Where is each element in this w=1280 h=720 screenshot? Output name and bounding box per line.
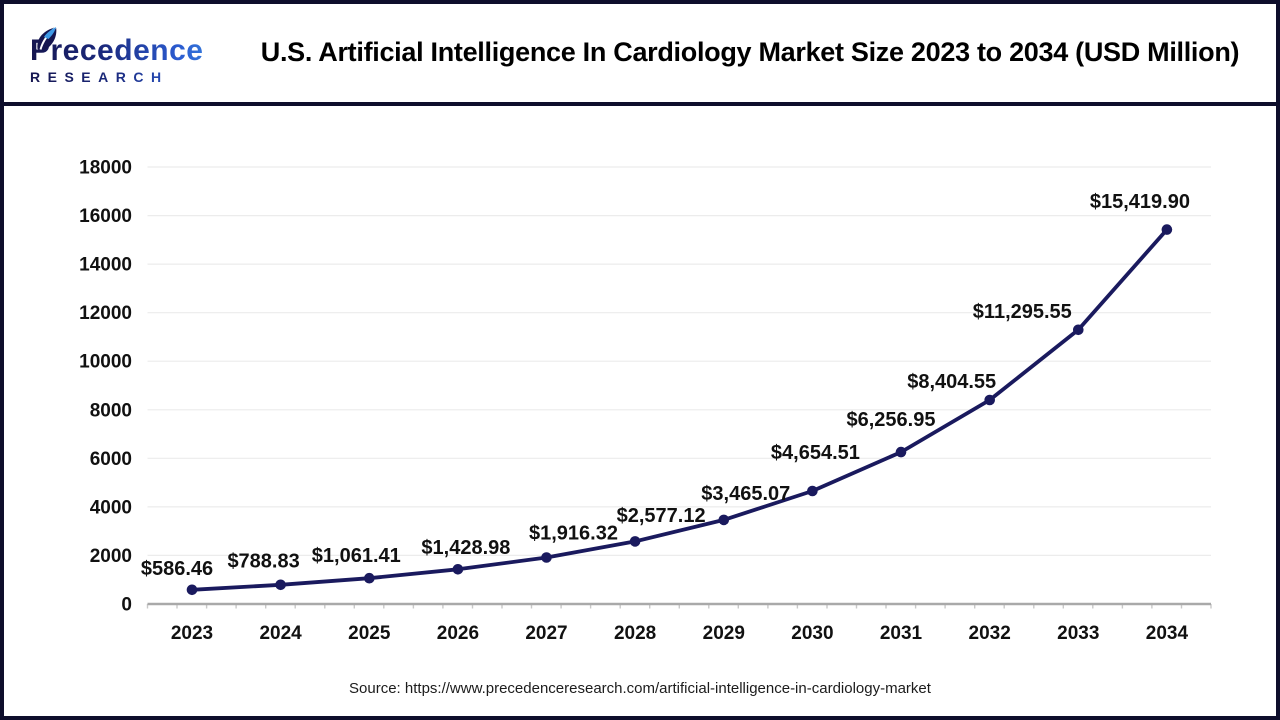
data-point: [275, 579, 286, 591]
data-point: [629, 536, 641, 547]
data-point: [807, 485, 818, 497]
x-axis-label: 2033: [1057, 623, 1099, 644]
data-label: $2,577.12: [617, 505, 706, 527]
header: Precedence RESEARCH U.S. Artificial Inte…: [4, 4, 1276, 106]
x-axis-label: 2028: [614, 623, 656, 644]
x-axis-label: 2030: [791, 623, 833, 644]
y-axis-label: 18000: [79, 158, 132, 179]
x-axis-label: 2023: [171, 623, 213, 644]
data-point: [186, 584, 198, 596]
data-point: [364, 572, 375, 584]
data-label: $3,465.07: [701, 483, 790, 505]
y-axis-label: 14000: [79, 255, 132, 276]
data-label: $15,419.90: [1090, 191, 1190, 213]
data-label: $1,428.98: [421, 537, 510, 559]
y-axis-label: 12000: [79, 303, 132, 324]
x-axis-label: 2024: [259, 623, 302, 644]
data-point: [541, 552, 552, 563]
data-label: $586.46: [141, 558, 213, 580]
y-axis-label: 0: [121, 595, 132, 616]
data-label: $788.83: [227, 550, 299, 572]
data-point: [1161, 224, 1173, 235]
leaf-icon: [37, 25, 57, 50]
y-axis-label: 2000: [90, 546, 132, 567]
data-label: $1,061.41: [312, 545, 401, 567]
x-axis-label: 2034: [1146, 623, 1189, 644]
data-label: $1,916.32: [529, 523, 618, 545]
line-chart: 0 2000 4000 6000 8000 10000 12000 14000 16000 180…: [79, 158, 1212, 644]
brand-logo: Precedence RESEARCH: [4, 22, 242, 85]
y-axis-label: 10000: [79, 352, 132, 373]
y-axis-label: 4000: [90, 497, 132, 518]
data-point: [718, 514, 730, 526]
data-label: $4,654.51: [771, 442, 860, 464]
x-axis-label: 2029: [703, 623, 745, 644]
source-line: Source: https://www.precedenceresearch.c…: [349, 680, 931, 697]
x-axis-label: 2031: [880, 623, 923, 644]
chart-title: U.S. Artificial Intelligence In Cardiolo…: [260, 37, 1240, 68]
brand-subtitle: RESEARCH: [30, 69, 242, 85]
data-label: $6,256.95: [847, 409, 936, 431]
data-point: [984, 394, 995, 406]
x-axis-label: 2026: [437, 623, 479, 644]
data-label: $11,295.55: [973, 301, 1072, 323]
chart-area: 0 2000 4000 6000 8000 10000 12000 14000 16000 180…: [4, 106, 1276, 672]
y-axis-label: 16000: [79, 206, 132, 227]
y-axis-label: 8000: [90, 400, 132, 421]
data-label: $8,404.55: [907, 371, 996, 393]
data-point: [1073, 324, 1084, 336]
y-axis-label: 6000: [90, 449, 132, 470]
x-axis-label: 2025: [348, 623, 391, 644]
data-point: [452, 564, 464, 575]
x-axis-label: 2032: [969, 623, 1011, 644]
x-axis-label: 2027: [525, 623, 567, 644]
data-point: [895, 446, 907, 458]
series-line: [190, 227, 1169, 592]
brand-name: Precedence: [30, 22, 242, 66]
